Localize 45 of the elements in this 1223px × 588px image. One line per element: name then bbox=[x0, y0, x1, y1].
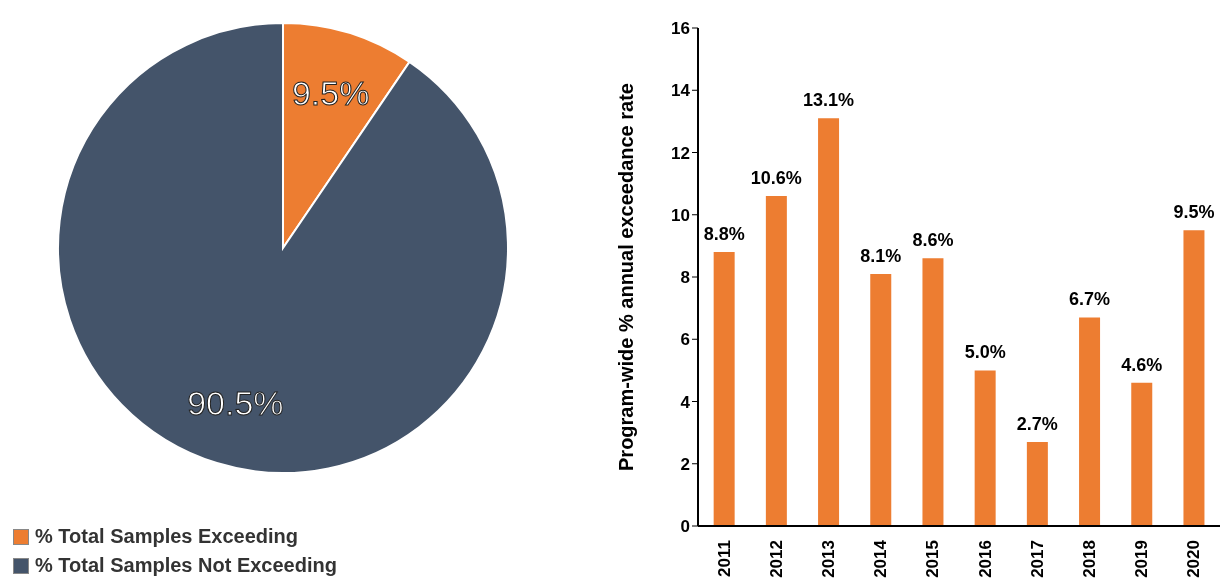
data-label: 90.5% bbox=[187, 383, 284, 422]
data-label: 8.8% bbox=[703, 224, 745, 245]
y-tick-label: 14 bbox=[671, 81, 691, 101]
x-tick-label: 2020 bbox=[1184, 540, 1204, 578]
legend-label: % Total Samples Exceeding bbox=[34, 525, 300, 548]
x-tick-label: 2019 bbox=[1132, 540, 1152, 578]
bar bbox=[765, 196, 787, 526]
y-tick-label: 16 bbox=[671, 19, 690, 39]
data-label: 5.0% bbox=[964, 342, 1006, 363]
y-tick-label: 10 bbox=[671, 205, 690, 225]
bar bbox=[818, 118, 840, 526]
y-tick-label: 6 bbox=[680, 330, 690, 350]
bar bbox=[870, 273, 892, 526]
data-label: 2.7% bbox=[1016, 413, 1058, 434]
data-label: 8.1% bbox=[860, 245, 902, 266]
bar bbox=[1183, 230, 1205, 526]
x-tick-label: 2014 bbox=[871, 539, 891, 578]
x-tick-label: 2013 bbox=[819, 540, 838, 578]
bar bbox=[922, 258, 944, 526]
x-tick-label: 2012 bbox=[766, 540, 786, 578]
bar bbox=[1079, 317, 1101, 526]
x-tick-label: 2016 bbox=[975, 540, 995, 578]
y-tick-label: 12 bbox=[671, 143, 690, 163]
data-label: 10.6% bbox=[750, 168, 802, 189]
x-tick-label: 2011 bbox=[714, 540, 734, 577]
x-tick-label: 2018 bbox=[1080, 540, 1099, 578]
legend-label: % Total Samples Not Exceeding bbox=[34, 554, 338, 577]
y-tick-label: 2 bbox=[680, 454, 690, 474]
y-tick-label: 0 bbox=[680, 517, 690, 537]
y-tick-label: 8 bbox=[680, 268, 690, 288]
data-label: 8.6% bbox=[912, 230, 954, 251]
data-label: 13.1% bbox=[803, 90, 855, 111]
data-label: 9.5% bbox=[1173, 202, 1215, 223]
data-label: 4.6% bbox=[1121, 354, 1163, 375]
pie-slice bbox=[57, 22, 509, 474]
bar bbox=[1026, 441, 1048, 526]
x-tick-label: 2017 bbox=[1027, 540, 1047, 578]
bar bbox=[1131, 382, 1153, 526]
bar bbox=[713, 252, 735, 526]
bar bbox=[974, 370, 996, 526]
data-label: 9.5% bbox=[291, 74, 370, 113]
y-tick-label: 4 bbox=[680, 392, 691, 412]
y-axis-title: Program-wide % annual exceedance rate bbox=[615, 83, 638, 471]
data-label: 6.7% bbox=[1069, 289, 1111, 310]
x-tick-label: 2015 bbox=[923, 540, 943, 578]
